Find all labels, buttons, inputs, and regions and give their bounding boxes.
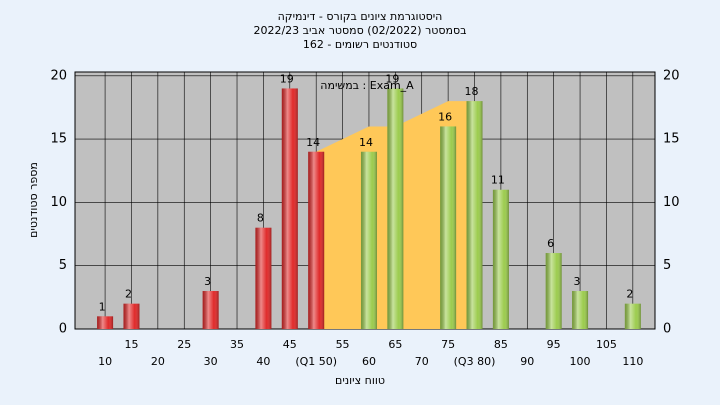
y-axis-label: מספר סטודנטים [27, 162, 40, 238]
y-tick-label: 5 [59, 258, 67, 273]
bar-shine [308, 151, 325, 329]
x-tick-label: 70 [415, 355, 429, 368]
bar-shine [492, 189, 509, 329]
x-tick-label: 95 [547, 338, 561, 351]
bar-shine [572, 291, 589, 329]
value-label: 3 [574, 275, 581, 288]
bar-shine [360, 151, 377, 329]
x-tick-label: 30 [204, 355, 218, 368]
chart-subtitle: בסמסטר (02/2022) סמסטר אביב 2022/23 [253, 24, 466, 37]
x-tick-label: 75 [441, 338, 455, 351]
bar-shine [281, 88, 298, 329]
value-label: 3 [204, 275, 211, 288]
value-label: 19 [385, 72, 399, 85]
x-tick-label: 55 [336, 338, 350, 351]
x-tick-label: 100 [570, 355, 591, 368]
y2-tick-label: 5 [663, 258, 671, 273]
value-label: 14 [359, 136, 373, 149]
x-tick-label: 20 [151, 355, 165, 368]
bar-shine [624, 303, 641, 329]
bar-shine [123, 303, 140, 329]
bar-shine [202, 291, 219, 329]
value-label: 18 [465, 85, 479, 98]
value-label: 6 [547, 237, 554, 250]
x-tick-label: 35 [230, 338, 244, 351]
x-tick-label: (Q3 80) [454, 355, 496, 368]
x-axis-label: טווח ציונים [335, 374, 385, 387]
y2-tick-label: 10 [663, 195, 680, 210]
bar-shine [387, 88, 404, 329]
value-label: 2 [125, 288, 132, 301]
x-tick-label: 40 [256, 355, 270, 368]
x-tick-label: 110 [622, 355, 643, 368]
chart-title: היסטוגרמת ציונים בקורס - דינמיקה [278, 10, 443, 23]
y-tick-label: 20 [50, 68, 67, 83]
value-label: 2 [626, 288, 633, 301]
bar-shine [545, 253, 562, 329]
x-tick-label: (Q1 50) [295, 355, 337, 368]
value-label: 8 [257, 212, 264, 225]
value-label: 19 [280, 72, 294, 85]
x-tick-label: 45 [283, 338, 297, 351]
x-tick-label: 10 [98, 355, 112, 368]
y2-tick-label: 0 [663, 322, 671, 337]
value-label: 14 [306, 136, 320, 149]
value-label: 11 [491, 174, 505, 187]
y2-tick-label: 15 [663, 132, 680, 147]
x-tick-label: 85 [494, 338, 508, 351]
bar-shine [440, 126, 457, 330]
y2-tick-label: 20 [663, 68, 680, 83]
x-tick-label: 105 [596, 338, 617, 351]
value-label: 16 [438, 110, 452, 123]
x-tick-label: 65 [388, 338, 402, 351]
value-label: 1 [99, 300, 106, 313]
y-tick-label: 15 [50, 132, 67, 147]
bar-shine [255, 227, 272, 329]
annotation: במשימה : Exam_A [320, 79, 414, 92]
bar-shine [97, 316, 114, 329]
bar-shine [466, 101, 483, 329]
y-tick-label: 0 [59, 322, 67, 337]
chart-subtitle: סטודנטים רשומים - 162 [303, 38, 417, 51]
x-tick-label: 15 [124, 338, 138, 351]
x-tick-label: 90 [520, 355, 534, 368]
y-tick-label: 10 [50, 195, 67, 210]
x-tick-label: 60 [362, 355, 376, 368]
x-tick-label: 25 [177, 338, 191, 351]
